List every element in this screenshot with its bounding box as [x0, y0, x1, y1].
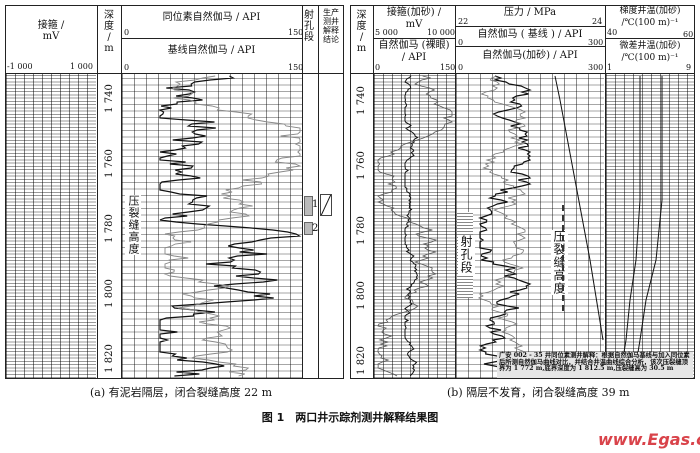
depth-title: 深度	[104, 10, 114, 32]
gr-openhole-max: 150	[440, 63, 456, 72]
gr1-min: 0	[124, 28, 130, 37]
pressure-title: 压力 / MPa	[503, 7, 557, 18]
pressure-max: 24	[592, 17, 603, 26]
perf-label-1: 1	[312, 199, 319, 210]
pressure-curve	[554, 75, 604, 341]
gr-sand-min: 0	[458, 63, 464, 72]
gr-sand-title: 自然伽马(加砂) / API	[482, 50, 578, 61]
gr-baseline-max: 300	[588, 38, 604, 47]
gr-sand-curve	[478, 75, 532, 377]
gr-openhole-unit: / API	[401, 52, 427, 63]
temp-gradient-title: 梯度井温(加砂)	[619, 6, 681, 16]
gr-baseline-title: 自然伽马 ( 基线 ) / API	[477, 29, 583, 40]
depth-unit: m	[104, 43, 114, 54]
temp-gradient-curve	[619, 76, 641, 378]
gr1-title: 同位素自然伽马 / API	[162, 12, 261, 23]
temp-gradient-unit: /℃(100 m)⁻¹	[621, 18, 679, 28]
gr2-min: 0	[124, 63, 130, 72]
interpretation-note-text: 广安 002 - 35 井同位素测井解释：根据自然伽马基线与加入同位素后所测自然…	[499, 352, 690, 373]
gr2-title: 基线自然伽马 / API	[167, 45, 256, 56]
ccl-title: 接箍 /	[37, 20, 65, 31]
gr-sand-max: 300	[588, 63, 604, 72]
temp-diff-min: 1	[607, 63, 613, 72]
frac-marker-line	[562, 205, 564, 311]
depth-header-right: 深度 / m	[350, 10, 373, 54]
perf-interval-1	[304, 196, 313, 216]
depth-slash: /	[107, 32, 111, 43]
temp-gradient-max: 60	[683, 30, 694, 39]
gr-openhole-min: 0	[375, 63, 381, 72]
ccl-sand-max: 10 000	[427, 28, 455, 37]
conclusion-box	[320, 194, 332, 216]
temp-diff-curve	[633, 76, 663, 378]
temp-gradient-min: 40	[607, 28, 618, 37]
ccl-sand-curve	[404, 75, 419, 377]
watermark-logo: www.Egas.cn	[598, 430, 700, 449]
ccl-min: -1 000	[7, 62, 33, 71]
ccl-unit: mV	[42, 31, 60, 42]
perf-interval-2	[304, 222, 313, 235]
figure-title: 图 1 两口井示踪剂测井解释结果图	[261, 411, 439, 424]
ccl-gamma-track-grid	[374, 74, 455, 378]
left-log-panel	[5, 5, 344, 379]
right-log-panel	[350, 5, 695, 379]
ccl-track-grid	[6, 74, 96, 378]
depth-unit-right: m	[356, 43, 367, 54]
gr-base-right-curve	[477, 75, 527, 377]
temp-diff-max: 9	[686, 63, 692, 72]
ccl-sand-min: 5 000	[375, 28, 398, 37]
interpretation-note: 广安 002 - 35 井同位素测井解释：根据自然伽马基线与加入同位素后所测自然…	[497, 352, 693, 378]
temperature-track-grid	[606, 74, 694, 378]
ccl-sand-unit: mV	[405, 19, 423, 30]
gr-baseline-min: 0	[458, 38, 464, 47]
frac-height-label-left: 压裂缝高度	[125, 195, 141, 255]
temp-diff-unit: /℃(100 m)⁻¹	[621, 53, 679, 63]
gamma-track-grid	[122, 74, 302, 378]
perf-header: 射孔段	[304, 10, 314, 43]
temp-diff-title: 微差井温(加砂)	[619, 41, 681, 51]
caption-a: (a) 有泥岩隔层，闭合裂缝高度 22 m	[90, 386, 273, 399]
pressure-min: 22	[458, 17, 469, 26]
gr-openhole-curve	[376, 75, 453, 377]
gr-openhole-title: 自然伽马 (裸眼)	[378, 40, 450, 51]
perf-label-2: 2	[312, 223, 319, 234]
perf-label-right: 射孔段	[458, 235, 475, 274]
depth-title-right: 深度	[356, 10, 367, 32]
gr-isotope-curve	[158, 75, 302, 377]
conclusion-header: 生产测井解释结论	[323, 8, 339, 44]
gr2-max: 150	[288, 63, 304, 72]
ccl-sand-title: 接箍(加砂) /	[386, 7, 442, 18]
ccl-header: 接箍 / mV	[5, 20, 97, 42]
caption-b: (b) 隔层不发育，闭合裂缝高度 39 m	[447, 386, 630, 399]
depth-slash-right: /	[359, 32, 364, 43]
ccl-max: 1 000	[70, 62, 93, 71]
gr-baseline-curve	[163, 75, 302, 377]
gr1-max: 150	[288, 28, 304, 37]
depth-header: 深度 / m	[97, 10, 121, 54]
